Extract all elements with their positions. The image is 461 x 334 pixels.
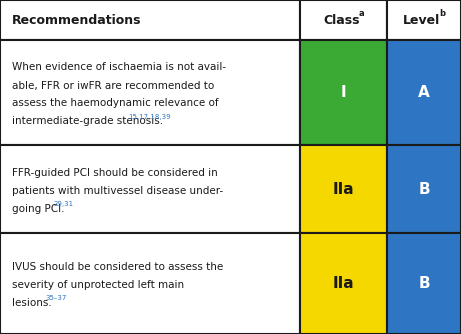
Text: 15,17,18,39: 15,17,18,39	[128, 114, 171, 120]
Bar	[300, 233, 387, 334]
Text: intermediate-grade stenosis.: intermediate-grade stenosis.	[12, 117, 163, 127]
Bar	[300, 145, 387, 233]
Text: A: A	[418, 85, 430, 100]
Bar	[0, 40, 300, 145]
Text: 29,31: 29,31	[53, 201, 74, 207]
Text: FFR-guided PCI should be considered in: FFR-guided PCI should be considered in	[12, 168, 218, 178]
Bar	[387, 0, 461, 40]
Text: severity of unprotected left main: severity of unprotected left main	[12, 281, 184, 291]
Bar	[387, 145, 461, 233]
Bar	[300, 40, 387, 145]
Text: IIa: IIa	[333, 181, 355, 196]
Text: Recommendations: Recommendations	[12, 13, 142, 26]
Text: B: B	[418, 276, 430, 291]
Bar	[0, 145, 300, 233]
Text: When evidence of ischaemia is not avail-: When evidence of ischaemia is not avail-	[12, 62, 226, 72]
Bar	[387, 233, 461, 334]
Text: 35–37: 35–37	[45, 296, 66, 302]
Text: IVUS should be considered to assess the: IVUS should be considered to assess the	[12, 263, 223, 273]
Bar	[0, 233, 300, 334]
Text: patients with multivessel disease under-: patients with multivessel disease under-	[12, 186, 223, 196]
Text: lesions.: lesions.	[12, 299, 52, 309]
Text: Class: Class	[323, 13, 360, 26]
Text: Level: Level	[403, 13, 441, 26]
Bar	[387, 40, 461, 145]
Bar	[0, 0, 300, 40]
Text: B: B	[418, 181, 430, 196]
Text: IIa: IIa	[333, 276, 355, 291]
Text: I: I	[341, 85, 346, 100]
Text: b: b	[439, 8, 445, 17]
Text: a: a	[359, 8, 364, 17]
Text: assess the haemodynamic relevance of: assess the haemodynamic relevance of	[12, 99, 219, 109]
Text: going PCI.: going PCI.	[12, 204, 65, 214]
Bar	[300, 0, 387, 40]
Text: able, FFR or iwFR are recommended to: able, FFR or iwFR are recommended to	[12, 80, 214, 91]
